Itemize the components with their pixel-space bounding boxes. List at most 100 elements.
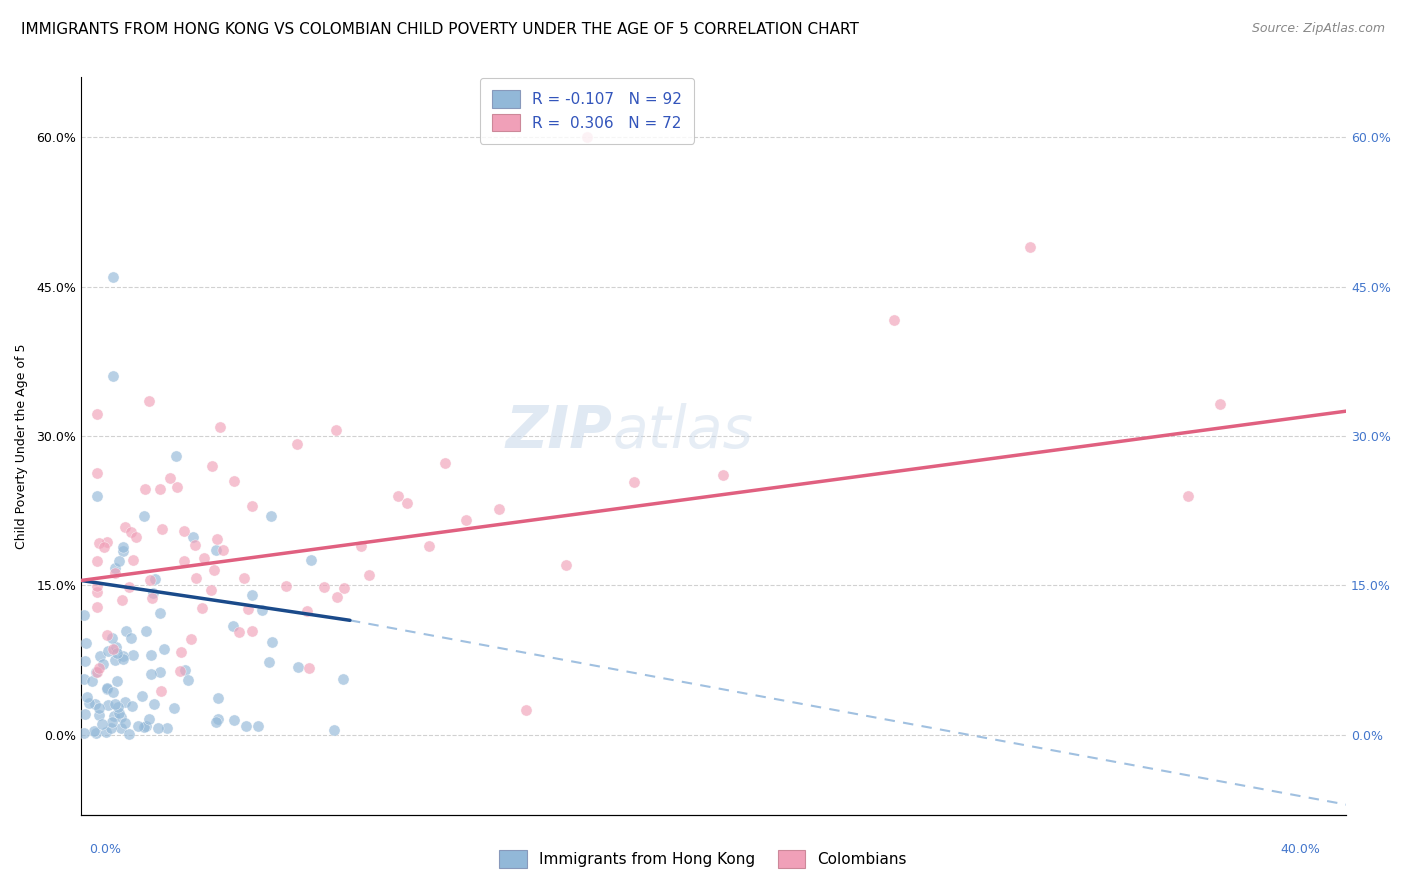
Point	[1177, 489, 1199, 503]
Point	[201, 458, 224, 473]
Point	[101, 641, 124, 656]
Point	[247, 719, 270, 733]
Point	[125, 530, 148, 544]
Point	[298, 661, 321, 675]
Point	[91, 657, 114, 671]
Point	[94, 725, 117, 739]
Point	[142, 586, 165, 600]
Point	[232, 571, 254, 585]
Point	[332, 672, 354, 686]
Point	[86, 489, 108, 503]
Point	[86, 665, 108, 679]
Point	[114, 520, 136, 534]
Point	[257, 655, 280, 669]
Point	[104, 560, 127, 574]
Point	[122, 553, 145, 567]
Point	[396, 496, 419, 510]
Point	[190, 601, 212, 615]
Point	[112, 544, 135, 558]
Point	[207, 533, 229, 547]
Point	[454, 513, 477, 527]
Point	[350, 539, 373, 553]
Point	[204, 542, 226, 557]
Point	[173, 663, 195, 677]
Point	[104, 697, 127, 711]
Point	[87, 708, 110, 723]
Point	[166, 480, 188, 494]
Point	[86, 579, 108, 593]
Point	[97, 644, 120, 658]
Point	[299, 553, 322, 567]
Point	[434, 456, 457, 470]
Point	[112, 652, 135, 666]
Point	[208, 420, 231, 434]
Point	[202, 563, 225, 577]
Point	[1209, 397, 1232, 411]
Point	[274, 579, 297, 593]
Point	[107, 646, 129, 660]
Point	[312, 580, 335, 594]
Point	[110, 721, 132, 735]
Point	[121, 698, 143, 713]
Point	[134, 508, 156, 523]
Point	[101, 685, 124, 699]
Point	[180, 632, 202, 646]
Point	[173, 554, 195, 568]
Text: atlas: atlas	[613, 403, 754, 459]
Point	[141, 648, 163, 663]
Point	[101, 369, 124, 384]
Point	[222, 619, 245, 633]
Point	[101, 269, 124, 284]
Point	[101, 715, 124, 730]
Point	[89, 700, 111, 714]
Point	[120, 631, 142, 645]
Text: Source: ZipAtlas.com: Source: ZipAtlas.com	[1251, 22, 1385, 36]
Point	[139, 666, 162, 681]
Point	[132, 720, 155, 734]
Text: IMMIGRANTS FROM HONG KONG VS COLOMBIAN CHILD POVERTY UNDER THE AGE OF 5 CORRELAT: IMMIGRANTS FROM HONG KONG VS COLOMBIAN C…	[21, 22, 859, 37]
Point	[325, 590, 347, 604]
Y-axis label: Child Poverty Under the Age of 5: Child Poverty Under the Age of 5	[15, 343, 28, 549]
Point	[120, 525, 142, 540]
Point	[83, 697, 105, 711]
Point	[96, 682, 118, 697]
Point	[111, 540, 134, 554]
Point	[149, 482, 172, 496]
Point	[135, 624, 157, 638]
Point	[114, 715, 136, 730]
Point	[146, 721, 169, 735]
Point	[73, 654, 96, 668]
Point	[623, 475, 645, 489]
Point	[186, 571, 208, 585]
Point	[96, 627, 118, 641]
Point	[104, 566, 127, 580]
Text: 0.0%: 0.0%	[90, 843, 121, 856]
Point	[207, 691, 229, 706]
Point	[134, 483, 156, 497]
Point	[228, 624, 250, 639]
Point	[89, 536, 111, 550]
Point	[193, 550, 215, 565]
Point	[91, 717, 114, 731]
Point	[139, 574, 162, 588]
Text: 40.0%: 40.0%	[1281, 843, 1320, 856]
Point	[169, 664, 191, 678]
Point	[323, 723, 346, 737]
Point	[333, 581, 356, 595]
Point	[576, 130, 599, 145]
Point	[93, 540, 115, 554]
Point	[238, 602, 260, 616]
Point	[200, 582, 222, 597]
Point	[163, 701, 186, 715]
Point	[883, 313, 905, 327]
Point	[131, 689, 153, 703]
Point	[75, 706, 97, 721]
Point	[104, 653, 127, 667]
Point	[83, 724, 105, 739]
Point	[135, 719, 157, 733]
Point	[1019, 240, 1042, 254]
Point	[295, 604, 318, 618]
Point	[287, 660, 309, 674]
Point	[141, 591, 163, 605]
Point	[235, 719, 257, 733]
